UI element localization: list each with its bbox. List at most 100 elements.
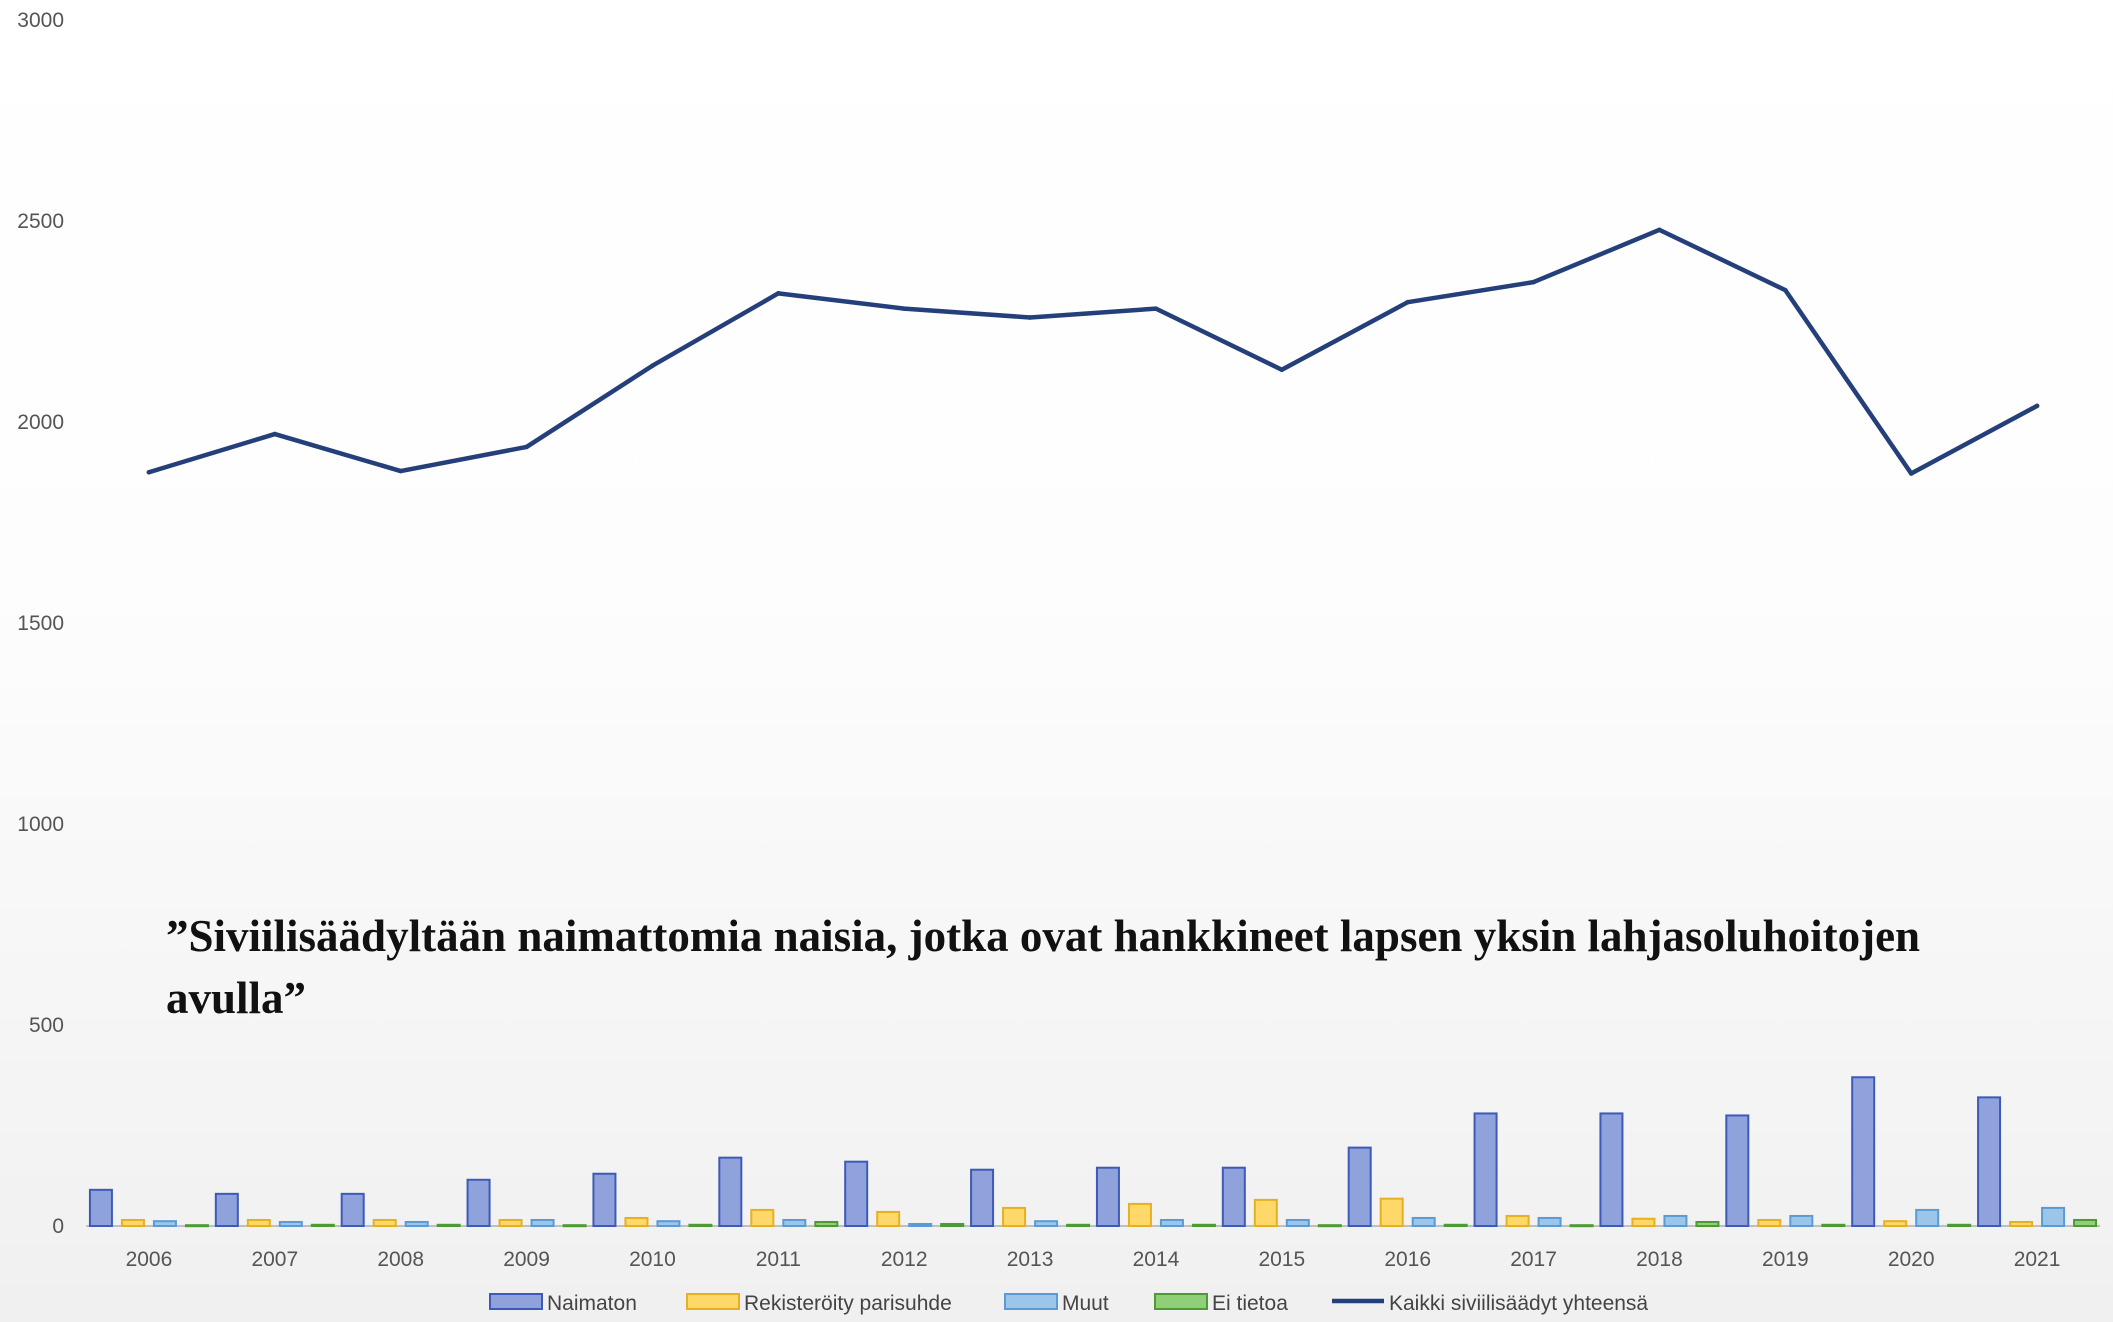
bar-naimaton-2018 (1599, 1112, 1624, 1227)
chart-annotation: ”Siviilisäädyltään naimattomia naisia, j… (166, 911, 1921, 1023)
bar-muut-2008 (404, 1220, 429, 1227)
bar-muut-2020 (1915, 1208, 1940, 1228)
bar-ei-tietoa-2011 (814, 1220, 839, 1227)
bar-muut-2012 (908, 1222, 933, 1227)
legend-label: Kaikki siviilisäädyt yhteensä (1389, 1292, 1648, 1315)
x-tick-label: 2006 (126, 1248, 173, 1271)
line-point-2014 (1153, 306, 1159, 311)
legend: Naimaton Rekisteröity parisuhde Muut Ei tie… (489, 1292, 1648, 1315)
line-point-2013 (1027, 315, 1033, 320)
bar-naimaton-2007 (214, 1192, 239, 1227)
y-axis-ticks: 0 500 1000 1500 2000 2500 3000 (17, 9, 64, 1238)
x-tick-label: 2013 (1007, 1248, 1054, 1271)
bar-rekister-ity-parisuhde-2017 (1505, 1214, 1530, 1227)
bar-rekister-ity-parisuhde-2008 (372, 1218, 397, 1227)
bar-rekister-ity-parisuhde-2016 (1379, 1197, 1404, 1227)
x-tick-label: 2012 (881, 1248, 928, 1271)
bar-ei-tietoa-2017 (1569, 1224, 1594, 1228)
y-tick-label: 2500 (17, 210, 64, 233)
bar-muut-2009 (530, 1218, 555, 1227)
bar-ei-tietoa-2014 (1191, 1223, 1216, 1227)
x-axis-ticks: 2006 2007 2008 2009 2010 2011 2012 2013 2014 2015… (126, 1248, 2061, 1271)
y-tick-label: 1500 (17, 612, 64, 635)
y-tick-label: 0 (52, 1215, 64, 1238)
bar-rekister-ity-parisuhde-2009 (498, 1218, 523, 1227)
line-point-2010 (650, 363, 655, 369)
bar-naimaton-2011 (718, 1156, 743, 1228)
x-tick-label: 2020 (1888, 1248, 1935, 1271)
bar-naimaton-2020 (1851, 1076, 1876, 1228)
legend-label: Rekisteröity parisuhde (744, 1292, 952, 1315)
bar-muut-2021 (2041, 1206, 2066, 1228)
bar-naimaton-2014 (1095, 1166, 1120, 1227)
bar-naimaton-2008 (340, 1192, 365, 1227)
y-tick-label: 3000 (17, 9, 64, 32)
bar-ei-tietoa-2009 (562, 1224, 587, 1228)
x-tick-label: 2017 (1510, 1248, 1557, 1271)
line-point-2019 (1783, 287, 1788, 293)
line-point-2015 (1279, 367, 1285, 373)
x-tick-label: 2016 (1384, 1248, 1431, 1271)
bar-ei-tietoa-2015 (1317, 1224, 1342, 1228)
x-tick-label: 2014 (1133, 1248, 1180, 1271)
legend-swatch (1154, 1293, 1208, 1310)
bar-ei-tietoa-2016 (1443, 1223, 1468, 1227)
legend-label: Ei tietoa (1212, 1292, 1288, 1315)
bar-rekister-ity-parisuhde-2007 (246, 1218, 271, 1227)
bar-rekister-ity-parisuhde-2006 (120, 1218, 145, 1227)
bar-ei-tietoa-2012 (940, 1222, 965, 1227)
line-point-2008 (398, 468, 403, 474)
bar-rekister-ity-parisuhde-2020 (1883, 1220, 1908, 1228)
line-point-2009 (524, 444, 529, 450)
legend-swatch (489, 1293, 543, 1310)
bar-muut-2007 (278, 1220, 303, 1227)
bar-muut-2019 (1789, 1214, 1814, 1227)
bar-ei-tietoa-2018 (1695, 1220, 1720, 1227)
bar-ei-tietoa-2021 (2073, 1218, 2098, 1227)
bar-naimaton-2013 (970, 1168, 995, 1227)
bar-muut-2010 (656, 1220, 681, 1228)
x-tick-label: 2008 (377, 1248, 424, 1271)
bar-muut-2016 (1411, 1216, 1436, 1227)
bar-rekister-ity-parisuhde-2015 (1253, 1198, 1278, 1227)
x-tick-label: 2007 (251, 1248, 298, 1271)
bar-rekister-ity-parisuhde-2013 (1002, 1206, 1027, 1228)
line-point-2012 (901, 306, 907, 311)
legend-swatch (686, 1293, 740, 1310)
legend-label: Naimaton (547, 1292, 637, 1315)
bar-naimaton-2017 (1473, 1112, 1498, 1227)
line-point-2016 (1405, 299, 1410, 305)
x-tick-label: 2021 (2014, 1248, 2061, 1271)
bar-rekister-ity-parisuhde-2011 (750, 1208, 775, 1228)
line-total (146, 227, 2040, 476)
bar-naimaton-2009 (466, 1178, 491, 1228)
line-point-2007 (272, 431, 278, 437)
bar-naimaton-2010 (592, 1172, 617, 1227)
x-tick-label: 2011 (756, 1248, 801, 1271)
bar-muut-2011 (782, 1218, 807, 1227)
y-tick-label: 1000 (17, 813, 64, 836)
x-tick-label: 2010 (629, 1248, 676, 1271)
bar-ei-tietoa-2008 (436, 1223, 461, 1227)
bar-ei-tietoa-2007 (310, 1223, 335, 1227)
line-series (146, 227, 2040, 476)
bar-rekister-ity-parisuhde-2010 (624, 1216, 649, 1227)
x-tick-label: 2019 (1762, 1248, 1809, 1271)
bar-rekister-ity-parisuhde-2018 (1631, 1217, 1656, 1228)
bar-marks (88, 1076, 2098, 1228)
bar-muut-2015 (1285, 1218, 1310, 1227)
bar-rekister-ity-parisuhde-2014 (1127, 1202, 1152, 1228)
line-point-2021 (2034, 403, 2040, 409)
legend-label: Muut (1062, 1292, 1109, 1315)
bar-ei-tietoa-2019 (1821, 1223, 1846, 1227)
bar-rekister-ity-parisuhde-2012 (876, 1210, 901, 1228)
line-point-2006 (146, 469, 152, 475)
bar-ei-tietoa-2006 (184, 1224, 209, 1228)
bar-naimaton-2006 (88, 1188, 113, 1227)
bar-naimaton-2021 (1977, 1096, 2002, 1227)
legend-swatch (1004, 1293, 1058, 1310)
bar-naimaton-2016 (1347, 1146, 1372, 1227)
bar-ei-tietoa-2010 (688, 1223, 713, 1227)
bar-muut-2014 (1159, 1218, 1184, 1227)
